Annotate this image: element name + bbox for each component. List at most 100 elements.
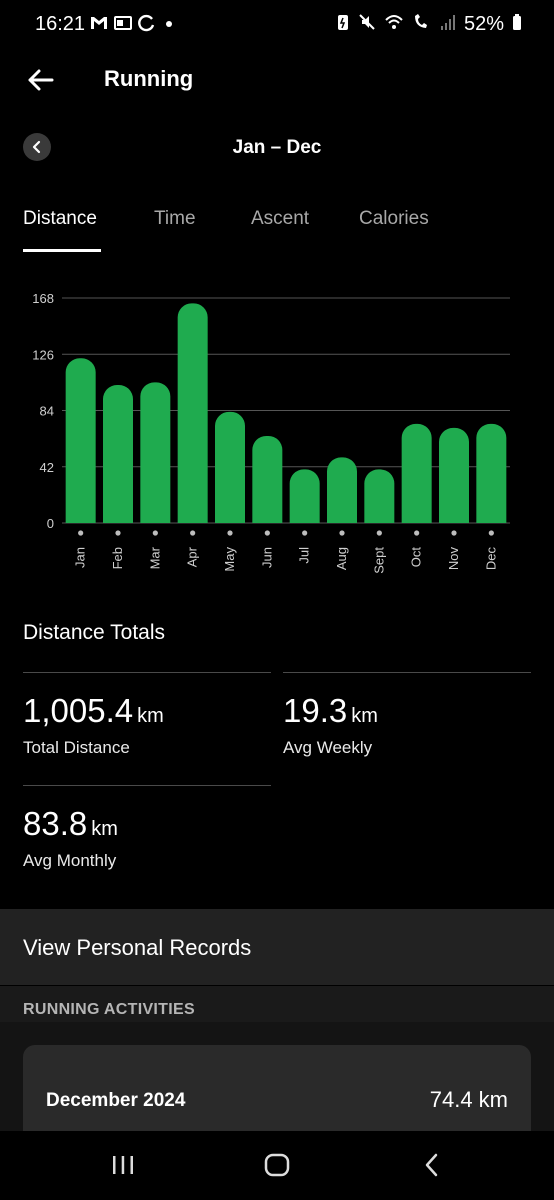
stat-value: 1,005.4	[23, 692, 134, 729]
back-button[interactable]	[22, 62, 58, 98]
activity-distance: 74.4 km	[429, 1087, 508, 1112]
x-tick-label: Mar	[147, 546, 162, 569]
app-bar: Running	[0, 50, 554, 110]
outlook-icon	[114, 15, 132, 37]
bar-mar[interactable]	[140, 382, 171, 523]
stat-label: Total Distance	[23, 738, 130, 757]
system-nav-bar	[0, 1131, 554, 1200]
x-tick-label: Apr	[185, 546, 200, 567]
divider	[23, 785, 271, 786]
x-tick-dot	[78, 530, 84, 536]
signal-icon	[440, 13, 456, 36]
bar-may[interactable]	[215, 411, 245, 523]
dot-icon	[162, 15, 176, 37]
stat-label: Avg Weekly	[283, 738, 373, 757]
bar-sept[interactable]	[364, 469, 395, 523]
stat-avg-weekly: 19.3 km Avg Weekly	[283, 692, 378, 758]
home-button[interactable]	[257, 1149, 297, 1181]
stat-value: 83.8	[23, 805, 88, 842]
notification-icons	[90, 14, 176, 38]
bar-jul[interactable]	[289, 469, 320, 523]
back-nav-button[interactable]	[412, 1149, 452, 1181]
stat-unit: km	[137, 705, 164, 727]
metric-tabs: Distance Time Ascent Calories	[0, 196, 554, 254]
bar-aug[interactable]	[327, 457, 357, 523]
bar-oct[interactable]	[401, 423, 432, 523]
bar-jan[interactable]	[65, 358, 96, 523]
tab-distance[interactable]: Distance	[23, 208, 97, 229]
x-tick-label: Aug	[334, 547, 349, 570]
bar-nov[interactable]	[439, 427, 469, 523]
x-tick-label: Nov	[446, 547, 461, 571]
recents-icon	[113, 1156, 133, 1174]
arrow-left-icon	[28, 69, 54, 91]
stat-label: Avg Monthly	[23, 851, 117, 870]
x-tick-dot	[414, 530, 420, 536]
x-tick-dot	[376, 530, 382, 536]
recents-button[interactable]	[103, 1149, 143, 1181]
wifi-calling-icon	[412, 13, 432, 36]
x-tick-label: Oct	[409, 547, 424, 568]
activities-header-label: RUNNING ACTIVITIES	[23, 1001, 195, 1018]
x-tick-dot	[302, 530, 308, 536]
activity-month-card[interactable]: December 2024 74.4 km	[23, 1045, 531, 1145]
x-tick-label: Jan	[73, 547, 88, 568]
activity-month: December 2024	[46, 1090, 186, 1111]
bar-jun[interactable]	[252, 435, 283, 523]
home-icon	[264, 1153, 290, 1177]
x-tick-dot	[339, 530, 345, 536]
x-tick-dot	[488, 530, 494, 536]
x-tick-label: Dec	[483, 547, 498, 571]
system-icons: 52%	[336, 13, 522, 36]
tab-time[interactable]: Time	[154, 208, 196, 229]
activities-section-header: RUNNING ACTIVITIES	[0, 986, 554, 1022]
stat-avg-monthly: 83.8 km Avg Monthly	[23, 805, 118, 871]
tab-ascent[interactable]: Ascent	[251, 208, 310, 229]
chevron-left-icon	[32, 140, 41, 154]
x-tick-label: May	[222, 547, 237, 572]
previous-range-button[interactable]	[23, 133, 51, 161]
x-tick-label: Jun	[259, 547, 274, 568]
x-tick-dot	[264, 530, 270, 536]
y-tick-label: 84	[40, 404, 54, 419]
stat-total-distance: 1,005.4 km Total Distance	[23, 692, 164, 758]
y-tick-label: 0	[47, 516, 54, 531]
x-tick-dot	[190, 530, 196, 536]
date-range-selector: Jan – Dec	[0, 128, 554, 168]
status-time: 16:21	[35, 13, 86, 35]
bar-apr[interactable]	[177, 303, 208, 523]
x-tick-label: Jul	[297, 547, 312, 564]
gmail-icon	[90, 15, 108, 37]
mute-icon	[358, 13, 376, 36]
stat-unit: km	[351, 705, 378, 727]
bar-dec[interactable]	[476, 423, 507, 523]
x-tick-dot	[451, 530, 457, 536]
stat-value: 19.3	[283, 692, 348, 729]
divider	[23, 672, 271, 673]
bar-feb[interactable]	[103, 385, 133, 523]
y-tick-label: 42	[40, 460, 54, 475]
divider	[283, 672, 531, 673]
active-tab-indicator	[23, 249, 101, 252]
distance-bar-chart: 0 42 84 126 168 Jan Feb Mar Apr May Jun Jul Aug Sept O…	[0, 280, 554, 600]
battery-percent: 52%	[463, 13, 504, 35]
totals-title: Distance Totals	[23, 621, 166, 644]
records-label: View Personal Records	[23, 935, 252, 960]
date-range-label: Jan – Dec	[232, 137, 322, 158]
x-tick-dot	[115, 530, 121, 536]
page-title: Running	[104, 66, 194, 91]
y-tick-label: 126	[32, 347, 54, 362]
sync-icon	[138, 14, 156, 38]
tab-calories[interactable]: Calories	[359, 208, 429, 229]
view-personal-records-button[interactable]: View Personal Records	[0, 909, 554, 985]
x-tick-dot	[227, 530, 233, 536]
x-tick-label: Feb	[110, 547, 125, 569]
wifi-icon	[384, 13, 404, 36]
stat-unit: km	[91, 818, 118, 840]
battery-saver-icon	[336, 13, 350, 36]
y-tick-label: 168	[32, 291, 54, 306]
status-bar: 16:21 52%	[0, 0, 554, 48]
x-tick-dot	[152, 530, 158, 536]
chart-svg: 0 42 84 126 168 Jan Feb Mar Apr May Jun Jul Aug Sept O…	[32, 291, 510, 574]
battery-icon	[512, 13, 522, 36]
